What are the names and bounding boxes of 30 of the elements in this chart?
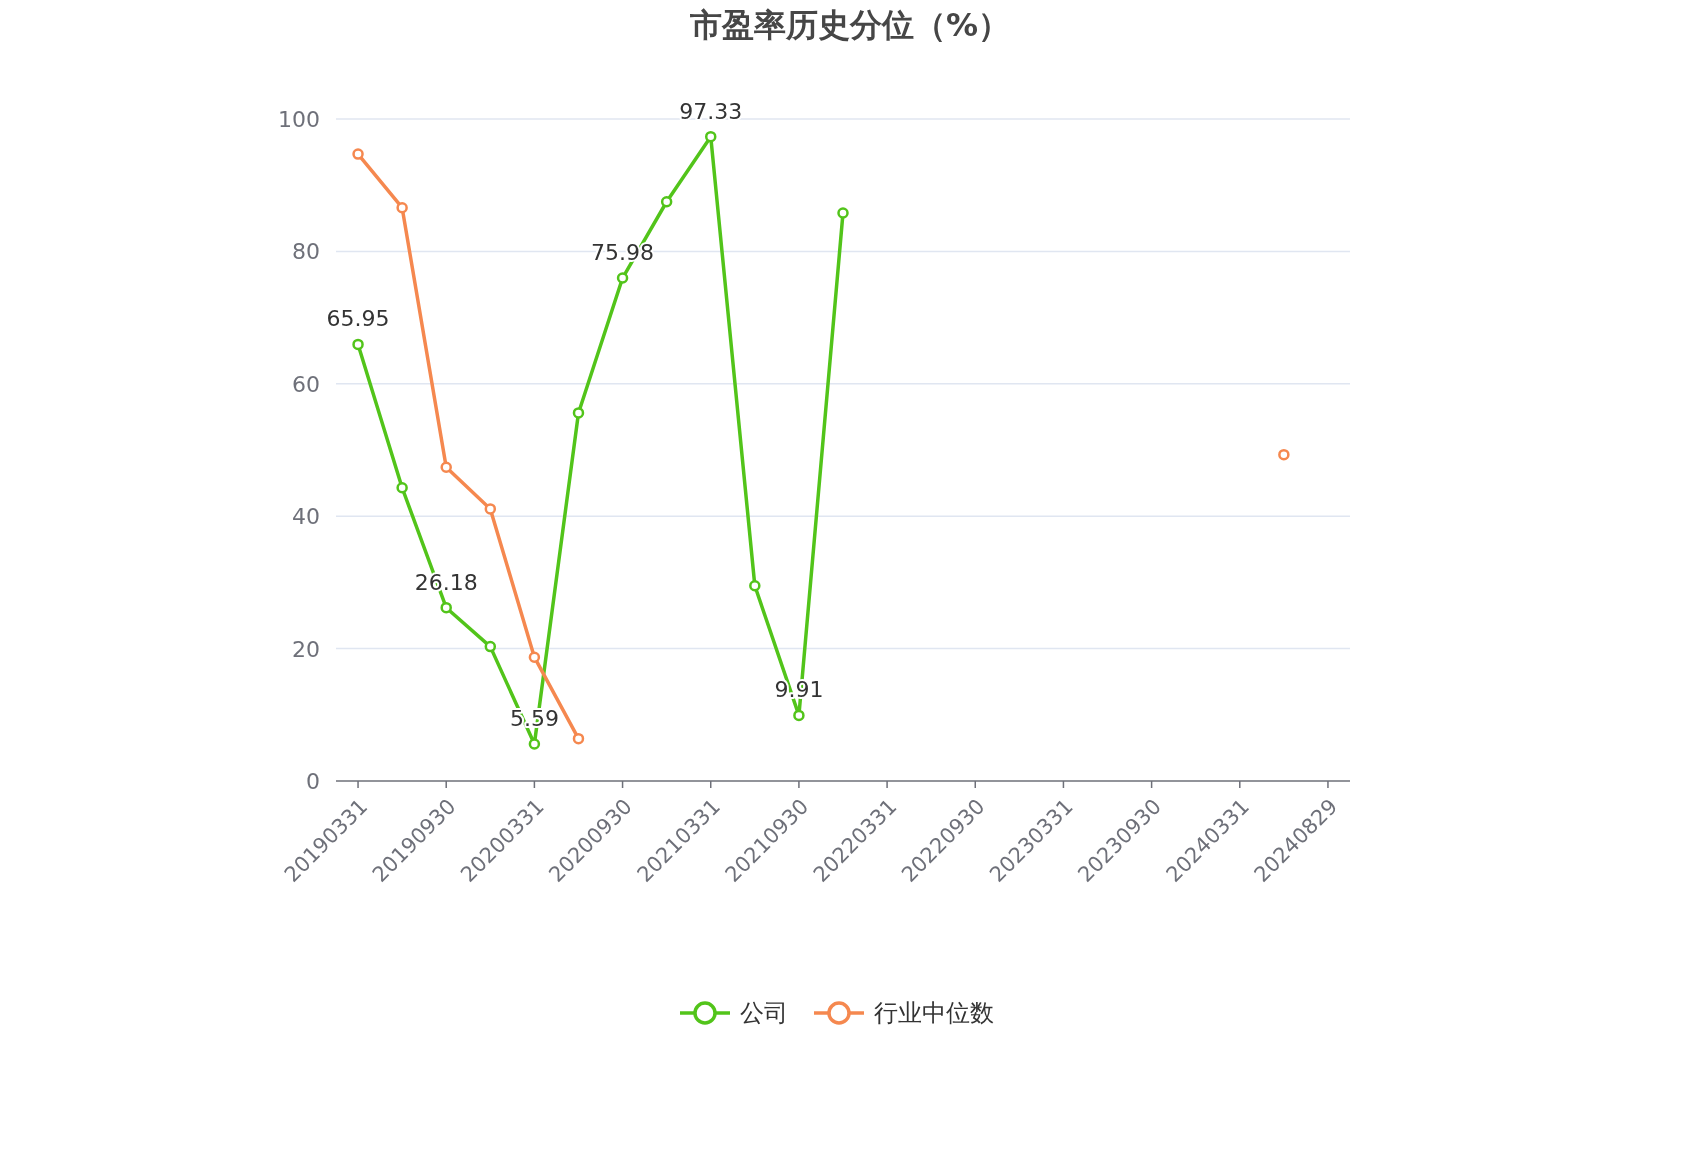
point [528, 738, 541, 750]
point [396, 201, 408, 214]
point [616, 272, 629, 284]
y-tick-label: 40 [292, 504, 320, 530]
point [837, 207, 849, 219]
y-tick-label: 20 [292, 636, 320, 662]
point [396, 481, 408, 494]
point [1278, 448, 1290, 461]
point [352, 338, 364, 351]
point [572, 407, 585, 419]
legend-label: 行业中位数 [874, 999, 994, 1027]
legend-label: 公司 [740, 999, 788, 1027]
data-label: 97.33 [679, 98, 743, 124]
point [440, 461, 452, 473]
y-tick-label: 80 [292, 239, 320, 265]
point [793, 709, 805, 722]
point [484, 503, 497, 515]
point [572, 732, 585, 745]
y-tick-label: 0 [306, 769, 320, 794]
point [352, 148, 364, 160]
point [704, 130, 717, 143]
point [528, 651, 541, 663]
y-tick-label: 100 [278, 107, 320, 132]
point [660, 196, 673, 208]
point [484, 640, 497, 653]
chart-title: 市盈率历史分位（%） [688, 6, 1011, 44]
point [440, 601, 452, 614]
data-label: 65.95 [326, 306, 390, 332]
y-tick-label: 60 [292, 371, 320, 397]
point [749, 579, 761, 592]
